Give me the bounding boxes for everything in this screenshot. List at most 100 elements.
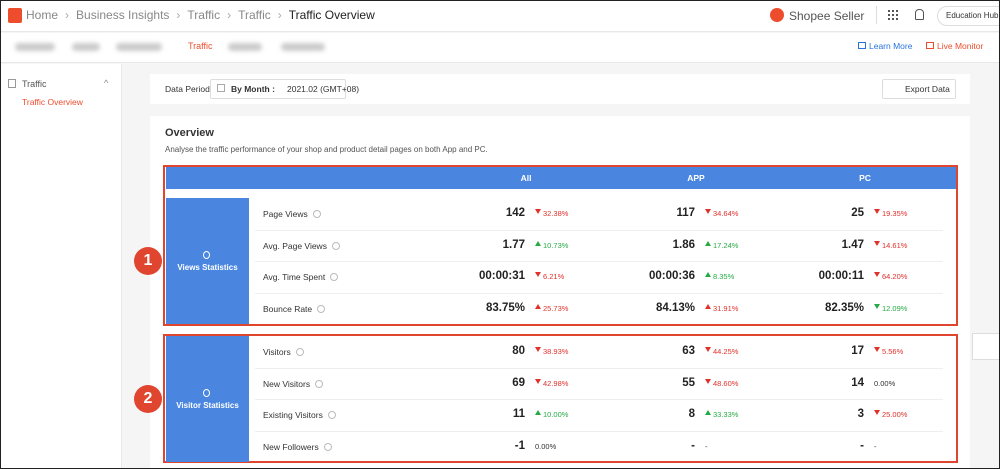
metric-name: New Visitors [263,378,311,389]
trend-arrow [705,303,711,309]
apps-icon[interactable] [888,10,898,20]
top-bar [0,0,1000,32]
live-monitor[interactable]: Live Monitor [926,41,983,51]
trend-arrow [874,303,880,309]
help-icon[interactable] [331,241,340,250]
bell-icon[interactable] [915,9,924,20]
help-icon[interactable] [327,411,336,419]
tab-blurred[interactable] [281,43,325,51]
metric-name: Page Views [263,209,308,219]
section-name: Views Statistics [177,263,238,272]
tab-blurred[interactable] [116,43,162,51]
metric: Visitors [263,347,304,357]
period-mode: By Month : [231,84,275,94]
logo [8,8,22,23]
cell-value: 17 [851,345,864,357]
row-divider [255,399,943,400]
metric: Avg. Time Spent [263,272,339,282]
sidebar [0,64,122,469]
education-hub[interactable]: Education Hub [937,6,1000,26]
breadcrumb-item: Traffic Overview [288,8,375,22]
trend-arrow [874,240,880,246]
export-button[interactable]: Export Data [882,79,956,99]
trend-arrow [874,410,880,415]
cell-change: 0.00% [535,441,557,451]
row-divider [255,367,943,369]
cell-change: 6.21% [543,272,565,281]
cell-value: 8 [688,408,695,420]
breadcrumb-item[interactable]: Home [26,8,59,22]
row-divider [255,229,943,231]
breadcrumb-item[interactable]: Traffic [238,8,271,22]
section-icon [203,389,210,397]
cell-change: 42.98% [543,378,569,388]
cell-value: 11 [512,408,525,420]
cell-value: 55 [682,376,695,389]
learn-more[interactable]: Learn More [858,41,912,51]
help-icon[interactable] [312,210,321,218]
metric: New Followers [263,442,332,452]
tab-active[interactable]: Traffic [188,41,213,51]
cell-value: 63 [682,345,695,357]
sidebar-item[interactable]: Traffic Overview [22,97,83,107]
cell-change: 48.60% [713,378,739,388]
help-icon[interactable] [295,348,304,356]
cell-change: 14.61% [882,240,908,250]
help-icon[interactable] [315,379,324,388]
cell-change: 25.00% [882,410,908,419]
cell-value: -1 [514,439,525,452]
cell-value: 25 [851,207,864,219]
cell-value: 142 [505,207,525,219]
cell-change: - [705,441,708,451]
cell-value: 1.77 [502,238,525,251]
metric: Avg. Page Views [263,241,340,251]
cell-change: 12.09% [882,303,908,313]
cell-change: 17.24% [713,240,739,250]
chat-icon[interactable] [972,333,1000,360]
cell-value: 117 [676,207,695,219]
column-header: All [520,173,532,183]
cell-change: 32.38% [543,209,569,218]
cell-value: 00:00:36 [648,270,695,282]
help-icon[interactable] [330,273,339,281]
cell-value: - [691,439,695,452]
section-marker: 1 [134,247,162,275]
cell-change: 25.73% [543,303,569,313]
cell-change: 44.25% [713,347,739,356]
breadcrumb-item[interactable]: Business Insights [76,8,170,22]
period-picker[interactable] [210,79,346,99]
trend-arrow [705,209,711,214]
tab-blurred[interactable] [228,43,262,51]
separator: › [65,8,70,22]
breadcrumb-item[interactable]: Traffic [187,8,221,22]
help-icon[interactable] [317,304,326,313]
cell-value: 00:00:11 [818,270,864,282]
cell-change: 10.73% [543,240,569,250]
trend-arrow [705,240,711,246]
separator: › [277,8,282,22]
trend-arrow [705,347,711,352]
trend-arrow [535,240,541,246]
cell-change: 0.00% [874,378,896,388]
cell-value: 1.86 [672,238,695,251]
metric-name: Existing Visitors [263,410,323,420]
trend-arrow [535,410,541,415]
sidebar-group[interactable]: Traffic [22,79,47,89]
chevron[interactable]: ^ [104,78,109,88]
learn-more-text: Learn More [869,41,913,51]
table-header [166,167,956,189]
cell-change: 5.56% [882,347,904,356]
tab-blurred[interactable] [72,43,100,51]
cell-value: 84.13% [655,301,695,314]
column-header: PC [859,173,871,183]
row-divider [255,261,943,262]
overview-title: Overview [165,127,214,139]
breadcrumb: Home › Business Insights › Traffic › Traffic › T… [26,8,375,22]
cell-value: 1.47 [841,238,864,251]
cell-value: - [860,439,864,452]
tab-blurred[interactable] [15,43,55,51]
trend-arrow [535,378,541,384]
help-icon[interactable] [323,442,332,451]
cell-value: 69 [512,376,525,389]
